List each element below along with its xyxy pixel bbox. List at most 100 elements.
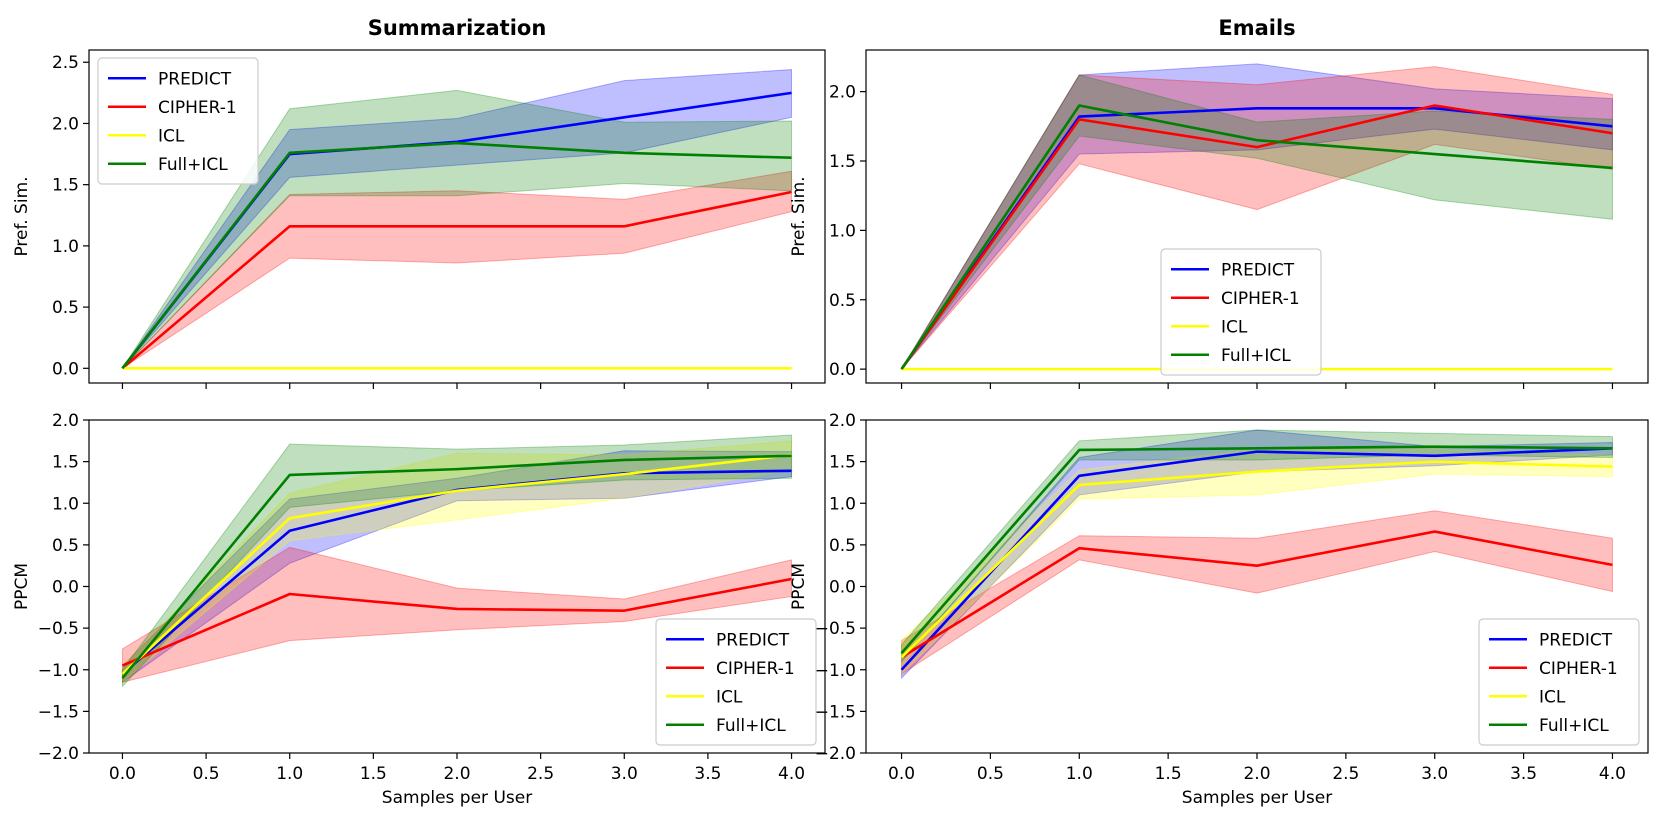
- email-pref-legend: PREDICT CIPHER-1 ICL Full+ICL: [1160, 248, 1322, 376]
- email-ppcm-ytick-label: −2.0: [815, 744, 856, 764]
- email-ppcm-ytick-label: −0.5: [815, 619, 856, 639]
- email-ppcm-legend: PREDICT CIPHER-1 ICL Full+ICL: [1478, 618, 1640, 746]
- sum-pref-line-cipher-1: [121, 190, 792, 370]
- sum-ppcm-line-cipher-1: [121, 577, 792, 667]
- email-ppcm-xtick-label: 3.5: [1510, 764, 1537, 784]
- sum-pref-line-full-icl: [121, 141, 792, 370]
- email-pref-legend-label: PREDICT: [1221, 260, 1295, 280]
- sum-ppcm-xtick-label: 3.0: [611, 764, 638, 784]
- email-ppcm-ytick-label: 1.0: [829, 494, 856, 514]
- sum-pref-ytick-label: 1.5: [52, 176, 79, 196]
- sum-ppcm-xtick-label: 0.0: [109, 764, 136, 784]
- sum-ppcm-xtick-label: 3.5: [694, 764, 721, 784]
- email-pref-ylabel: Pref. Sim.: [789, 176, 809, 256]
- email-ppcm-legend-label: CIPHER-1: [1539, 659, 1618, 679]
- email-ppcm-legend-label: PREDICT: [1539, 630, 1613, 650]
- email-ppcm-xtick-label: 1.0: [1066, 764, 1093, 784]
- sum-pref-legend-label: CIPHER-1: [158, 98, 237, 118]
- sum-pref-ytick-label: 0.5: [52, 298, 79, 318]
- sum-ppcm-legend-label: ICL: [716, 687, 743, 707]
- sum-ppcm-band-full-icl: [121, 434, 793, 688]
- email-ppcm-xtick-label: 2.0: [1243, 764, 1270, 784]
- email-ppcm-ytick-label: 0.0: [829, 578, 856, 598]
- email-ppcm-xtick-label: 4.0: [1599, 764, 1626, 784]
- email-ppcm-ylabel: PPCM: [789, 563, 809, 610]
- email-ppcm-line-icl: [900, 460, 1613, 659]
- sum-ppcm-band-predict: [121, 450, 793, 684]
- email-ppcm-line-predict: [900, 447, 1613, 671]
- sum-ppcm-xtick-label: 0.5: [193, 764, 220, 784]
- sum-pref-legend-label: PREDICT: [158, 69, 232, 89]
- email-ppcm-panel: 0.0 0.5 1.0 1.5 2.0 2.5 3.0 3.5 4.0 −2.0 −1.5 −1.0 −…: [789, 411, 1649, 808]
- sum-pref-ytick-label: 0.0: [52, 359, 79, 379]
- sum-ppcm-ytick-label: 2.0: [52, 411, 79, 431]
- sum-ppcm-xtick-label: 2.5: [527, 764, 554, 784]
- email-ppcm-xtick-label: 2.5: [1332, 764, 1359, 784]
- sum-pref-band-cipher-1: [122, 170, 793, 369]
- email-pref-legend-label: ICL: [1221, 317, 1248, 337]
- email-ppcm-xtick-label: 1.5: [1155, 764, 1182, 784]
- email-ppcm-ytick-label: 1.5: [829, 453, 856, 473]
- email-pref-band-full-icl: [901, 74, 1613, 370]
- email-ppcm-line-full-icl: [900, 445, 1613, 654]
- email-pref-ytick-label: 0.5: [829, 291, 856, 311]
- email-ppcm-ytick-label: −1.0: [815, 661, 856, 681]
- sum-ppcm-panel: 0.0 0.5 1.0 1.5 2.0 2.5 3.0 3.5 4.0 −2.0 −1.5 −1.0 −…: [12, 411, 826, 808]
- email-pref-band-cipher-1: [901, 66, 1613, 370]
- email-pref-ytick-label: 2.0: [829, 83, 856, 103]
- email-pref-title: Emails: [1218, 16, 1295, 40]
- email-pref-ytick-label: 0.0: [829, 360, 856, 380]
- sum-ppcm-legend-label: Full+ICL: [716, 716, 786, 736]
- email-ppcm-ytick-label: −1.5: [815, 702, 856, 722]
- email-pref-ytick-label: 1.0: [829, 221, 856, 241]
- sum-ppcm-band-cipher-1: [121, 546, 793, 683]
- email-ppcm-ytick-label: 2.0: [829, 411, 856, 431]
- sum-ppcm-ytick-label: −0.5: [38, 619, 79, 639]
- sum-ppcm-line-icl: [121, 453, 792, 675]
- email-ppcm-xtick-label: 0.5: [977, 764, 1004, 784]
- sum-pref-ytick-label: 2.5: [52, 53, 79, 73]
- email-ppcm-ytick-label: 0.5: [829, 536, 856, 556]
- sum-ppcm-ytick-label: −1.5: [38, 702, 79, 722]
- email-ppcm-legend-box: [1478, 618, 1640, 746]
- email-pref-line-cipher-1: [900, 104, 1613, 370]
- sum-ppcm-ytick-label: −1.0: [38, 661, 79, 681]
- sum-ppcm-ytick-label: −2.0: [38, 744, 79, 764]
- email-pref-line-full-icl: [900, 104, 1613, 370]
- email-ppcm-xtick-label: 0.0: [888, 764, 915, 784]
- sum-ppcm-ytick-label: 1.5: [52, 453, 79, 473]
- sum-pref-ytick-label: 1.0: [52, 237, 79, 257]
- email-ppcm-band-predict: [901, 429, 1613, 680]
- sum-ppcm-xtick-label: 1.0: [276, 764, 303, 784]
- email-ppcm-band-full-icl: [901, 429, 1613, 663]
- sum-ppcm-band-icl: [121, 440, 793, 684]
- sum-ppcm-xtick-label: 4.0: [778, 764, 805, 784]
- sum-ppcm-line-full-icl: [121, 454, 792, 679]
- sum-pref-legend-label: Full+ICL: [158, 155, 228, 175]
- email-pref-legend-label: Full+ICL: [1221, 346, 1291, 366]
- sum-ppcm-xtick-label: 2.0: [443, 764, 470, 784]
- sum-ppcm-legend: PREDICT CIPHER-1 ICL Full+ICL: [655, 618, 817, 746]
- sum-ppcm-legend-label: PREDICT: [716, 630, 790, 650]
- email-ppcm-xlabel: Samples per User: [1182, 788, 1332, 808]
- sum-ppcm-ytick-label: 1.0: [52, 494, 79, 514]
- email-ppcm-line-cipher-1: [900, 530, 1613, 659]
- email-ppcm-legend-label: ICL: [1539, 687, 1566, 707]
- sum-pref-legend-box: [97, 57, 259, 185]
- email-pref-legend-label: CIPHER-1: [1221, 289, 1300, 309]
- sum-ppcm-ylabel: PPCM: [12, 563, 32, 610]
- sum-ppcm-ytick-label: 0.5: [52, 536, 79, 556]
- email-pref-panel: 0.0 0.5 1.0 1.5 2.0 Emails Pref. Sim. PREDICT CI…: [789, 16, 1649, 389]
- sum-ppcm-ytick-label: 0.0: [52, 578, 79, 598]
- email-pref-band-predict: [901, 63, 1613, 370]
- email-ppcm-xtick-label: 3.0: [1421, 764, 1448, 784]
- sum-ppcm-xlabel: Samples per User: [382, 788, 532, 808]
- sum-pref-title: Summarization: [368, 16, 547, 40]
- sum-pref-legend: PREDICT CIPHER-1 ICL Full+ICL: [97, 57, 259, 185]
- sum-pref-ytick-label: 2.0: [52, 114, 79, 134]
- sum-ppcm-legend-box: [655, 618, 817, 746]
- sum-ppcm-legend-label: CIPHER-1: [716, 659, 795, 679]
- sum-pref-ylabel: Pref. Sim.: [12, 176, 32, 256]
- email-pref-legend-box: [1160, 248, 1322, 376]
